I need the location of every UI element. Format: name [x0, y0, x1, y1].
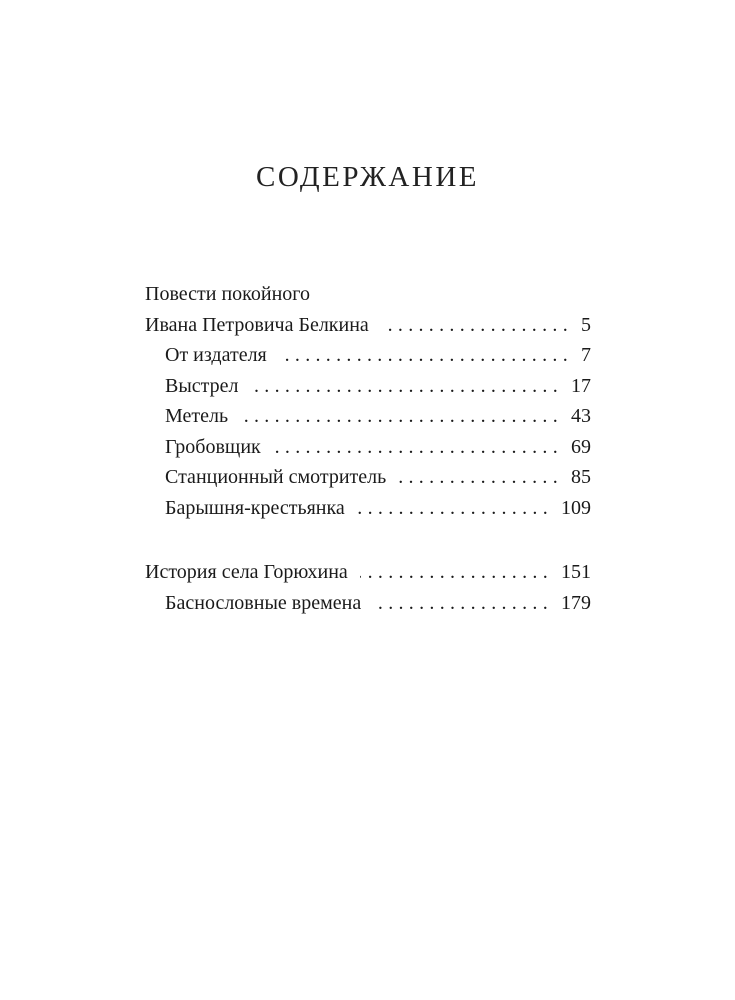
toc-entry-label: Повести покойного: [145, 283, 310, 305]
toc-entry[interactable]: Метель .................................…: [145, 401, 591, 432]
toc-entry-label: Выстрел: [165, 374, 239, 397]
toc-entry-page: 69: [571, 435, 591, 458]
toc-entry-label: Гробовщик: [165, 435, 261, 458]
dot-leader: ........................................…: [273, 435, 563, 458]
toc-entry-page: 151: [561, 561, 591, 583]
toc-entry-page: 17: [571, 374, 591, 397]
toc-entry-page: 179: [561, 591, 591, 614]
table-of-contents: Повести покойного Ивана Петровича Белкин…: [145, 279, 591, 618]
toc-entry-page: 43: [571, 405, 591, 427]
dot-leader: ........................................…: [240, 405, 563, 427]
toc-entry[interactable]: Станционный смотритель .................…: [145, 462, 591, 493]
dot-leader: ........................................…: [279, 344, 573, 366]
toc-entry[interactable]: Гробовщик ..............................…: [145, 432, 591, 463]
toc-entry[interactable]: Ивана Петровича Белкина ................…: [145, 310, 591, 341]
dot-leader: ........................................…: [380, 313, 573, 336]
toc-entry[interactable]: От издателя ............................…: [145, 340, 591, 371]
toc-entry-label: Баснословные времена: [165, 591, 362, 614]
dot-leader: ........................................…: [398, 466, 563, 488]
toc-entry-label: Станционный смотритель: [165, 466, 387, 488]
toc-entry-label: Метель: [165, 405, 229, 427]
toc-entry[interactable]: Барышня-крестьянка .....................…: [145, 493, 591, 524]
toc-entry-page: 85: [571, 466, 591, 488]
toc-entry[interactable]: История села Горюхина ..................…: [145, 557, 591, 588]
toc-entry[interactable]: Баснословные времена ...................…: [145, 588, 591, 619]
toc-entry-label: История села Горюхина: [145, 561, 348, 583]
toc-entry-page: 109: [561, 496, 591, 519]
dot-leader: ........................................…: [356, 496, 553, 519]
toc-entry-label: Барышня-крестьянка: [165, 496, 345, 519]
toc-entry-label: Ивана Петровича Белкина: [145, 313, 369, 336]
dot-leader: ........................................…: [251, 374, 563, 397]
toc-entry-label: От издателя: [165, 344, 267, 366]
dot-leader: ........................................…: [373, 591, 553, 614]
toc-entry-page: 5: [581, 313, 591, 336]
dot-leader: ........................................…: [359, 561, 553, 583]
toc-entry-page: 7: [581, 344, 591, 366]
page-title: СОДЕРЖАНИЕ: [256, 161, 479, 194]
toc-entry: Повести покойного: [145, 279, 591, 310]
toc-entry[interactable]: Выстрел ................................…: [145, 371, 591, 402]
